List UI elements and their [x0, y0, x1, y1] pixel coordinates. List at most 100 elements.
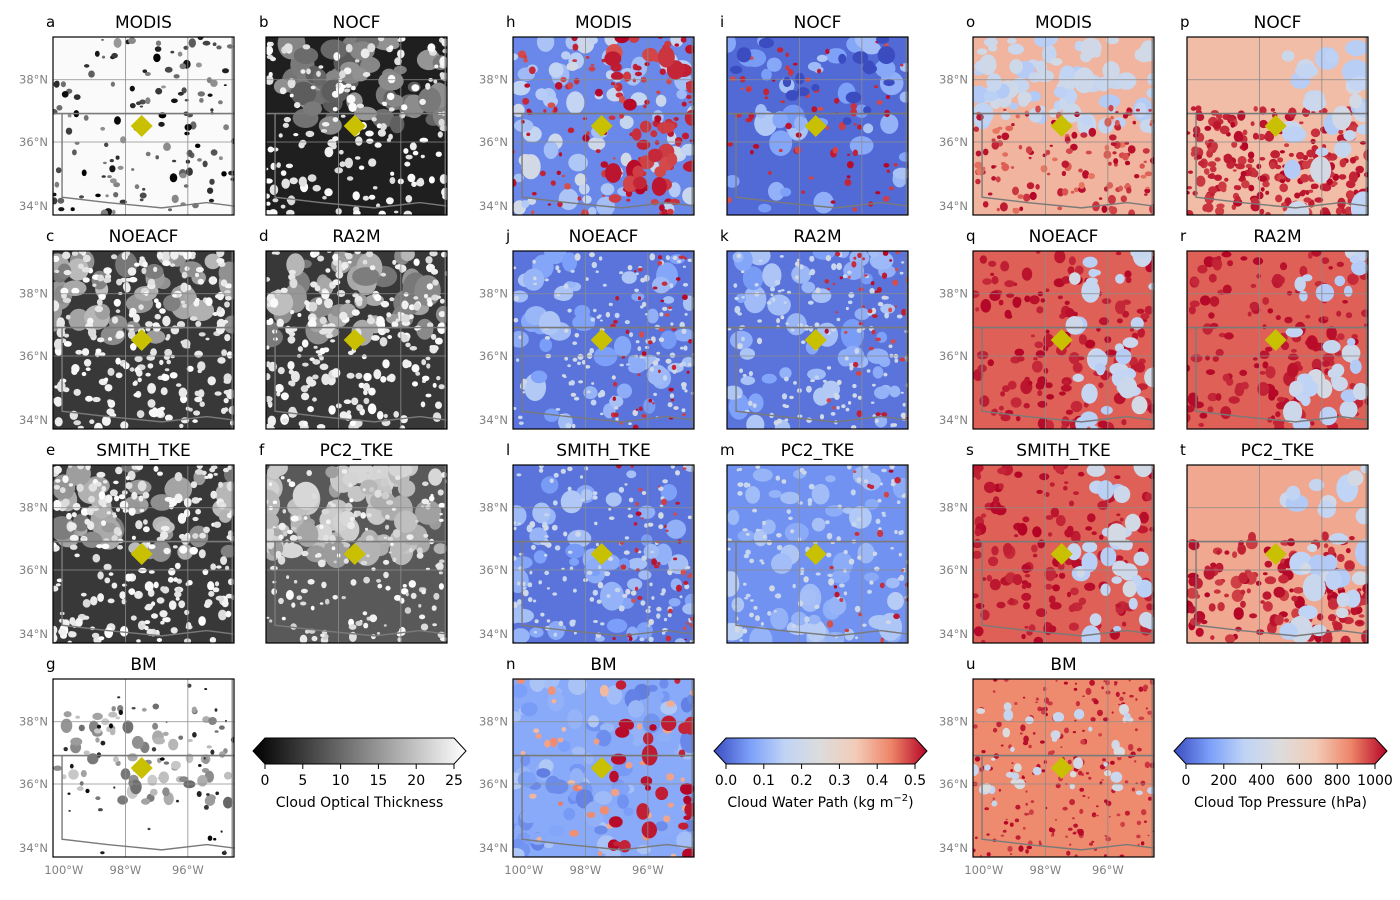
cloud-cell: [858, 322, 864, 326]
cloud-cell: [896, 314, 903, 319]
cloud-cell: [662, 479, 668, 484]
cloud-cell: [101, 55, 106, 59]
cloud-cell: [659, 312, 664, 317]
cloud-cell: [554, 545, 561, 551]
cloud-cell: [1005, 125, 1014, 132]
cloud-cell: [147, 399, 156, 408]
cloud-cell: [218, 481, 224, 488]
lat-tick-label: 38°N: [479, 501, 508, 515]
cloud-cell: [383, 624, 387, 627]
cloud-cell: [53, 765, 62, 771]
cloud-cell: [311, 635, 318, 642]
cloud-cell: [625, 329, 630, 335]
cloud-cell: [124, 573, 133, 582]
cloud-cell: [1082, 795, 1086, 797]
state-border: [981, 755, 1154, 851]
cloud-cell: [1345, 589, 1361, 608]
cloud-cell: [208, 590, 215, 597]
cloud-cell: [1221, 251, 1232, 258]
cloud-cell: [513, 628, 530, 643]
cloud-cell: [875, 337, 881, 342]
cloud-cell: [113, 298, 121, 307]
cloud-cell: [572, 314, 596, 331]
cloud-cell: [1104, 835, 1108, 837]
cloud-cell: [649, 253, 656, 261]
cloud-cell: [836, 262, 842, 270]
cloud-cell: [168, 567, 176, 576]
cloud-cell: [125, 251, 130, 256]
cloud-cell: [1122, 299, 1131, 305]
cloud-cell: [1205, 369, 1216, 375]
cloud-cell: [198, 365, 205, 370]
cloud-cell: [53, 338, 63, 350]
cloud-cell: [1011, 123, 1015, 127]
cloud-cell: [216, 565, 222, 569]
cloud-cell: [766, 57, 782, 72]
cloud-cell: [186, 622, 192, 629]
cloud-cell: [806, 385, 812, 393]
cloud-cell: [1293, 587, 1304, 594]
cloud-cell: [220, 556, 228, 565]
cloud-cell: [217, 306, 223, 312]
cloud-cell: [425, 505, 431, 510]
cloud-cell: [127, 330, 136, 340]
cloud-cell: [1264, 131, 1275, 142]
cloud-cell: [649, 582, 653, 587]
cloud-cell: [209, 637, 217, 643]
cloud-cell: [1054, 818, 1058, 821]
cloud-cell: [1270, 150, 1281, 159]
cloud-cell: [144, 72, 151, 76]
cloud-cell: [346, 176, 354, 181]
cloud-cell: [569, 380, 575, 386]
cloud-cell: [880, 637, 884, 641]
cloud-cell: [1319, 406, 1338, 426]
cloud-cell: [667, 613, 672, 618]
cloud-cell: [113, 756, 119, 763]
cloud-cell: [864, 572, 879, 582]
cloud-cell: [852, 361, 859, 368]
cloud-cell: [225, 296, 232, 301]
cloud-cell: [773, 610, 777, 613]
cloud-cell: [432, 279, 439, 286]
cloud-cell: [1216, 203, 1225, 209]
cloud-cell: [364, 527, 369, 531]
cloud-cell: [596, 729, 612, 747]
cloud-cell: [1001, 111, 1011, 120]
cloud-cell: [593, 346, 618, 367]
cloud-cell: [736, 253, 742, 259]
cloud-cell: [70, 737, 83, 746]
panel-frame: [265, 250, 448, 430]
cloud-cell: [1024, 573, 1031, 578]
cloud-cell: [374, 142, 382, 148]
cloud-cell: [1015, 804, 1021, 810]
cloud-cell: [156, 597, 165, 604]
cloud-cell: [1070, 143, 1078, 151]
cloud-cell: [1299, 121, 1304, 125]
cloud-cell: [557, 737, 564, 743]
cloud-cell: [863, 465, 869, 469]
cloud-cell: [355, 510, 362, 517]
cloud-cell: [856, 410, 863, 418]
cloud-cell: [1286, 291, 1293, 296]
cloud-cell: [636, 723, 643, 730]
cloud-cell: [807, 498, 813, 504]
site-marker: [1050, 757, 1073, 779]
cloud-cell: [1147, 710, 1153, 715]
cloud-cell: [619, 113, 624, 119]
cloud-cell: [551, 699, 557, 704]
cloud-cell: [526, 132, 531, 137]
cloud-cell: [1328, 614, 1337, 622]
cloud-cell: [1233, 130, 1244, 143]
cloud-cell: [639, 637, 645, 642]
cloud-cell: [275, 383, 284, 393]
state-border: [61, 541, 234, 637]
cloud-cell: [684, 638, 687, 641]
cloud-cell: [1104, 799, 1108, 803]
cloud-cell: [1279, 623, 1298, 640]
cloud-cell: [989, 578, 1001, 591]
cloud-cell: [737, 395, 742, 398]
cloud-cell: [854, 37, 878, 50]
cloud-cell: [828, 578, 835, 586]
cloud-cell: [844, 628, 850, 633]
